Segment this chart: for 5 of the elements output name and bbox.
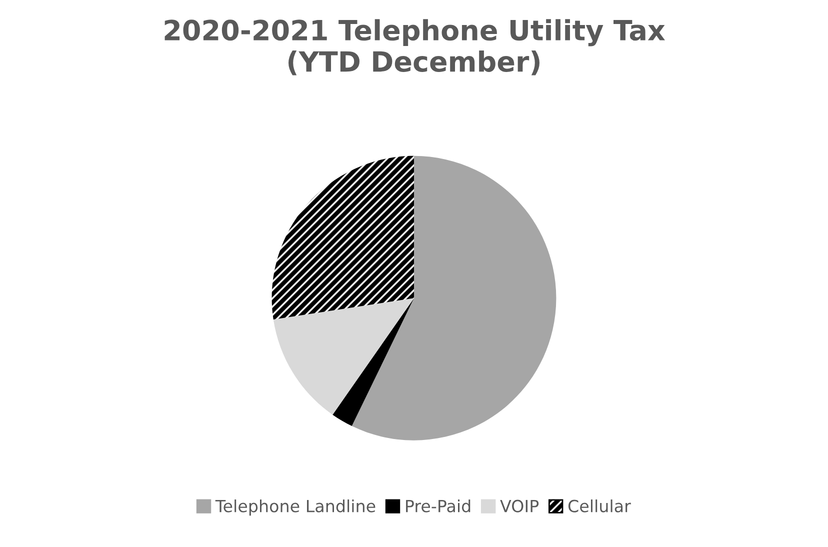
legend-label: Telephone Landline [215, 499, 376, 516]
chart-title: 2020-2021 Telephone Utility Tax (YTD December) [164, 19, 665, 76]
legend-label: VOIP [500, 500, 539, 512]
legend-label: Pre-Paid [406, 499, 470, 512]
legend-label: Cellular [568, 499, 631, 512]
